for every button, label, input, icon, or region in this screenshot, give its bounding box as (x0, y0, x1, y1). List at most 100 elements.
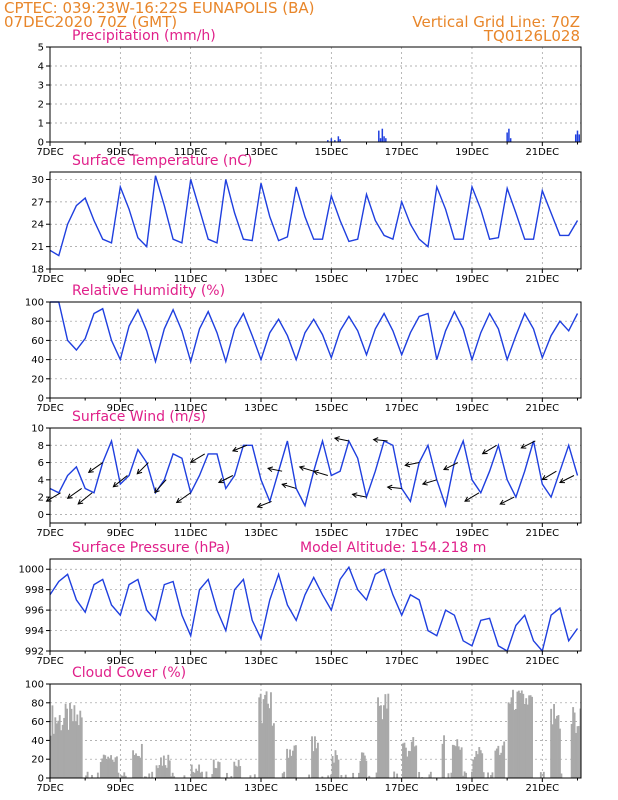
x-tick-label: 21DEC (525, 403, 559, 414)
cloud-bar (336, 755, 338, 778)
cloud-bar (523, 703, 526, 778)
x-tick-label: 17DEC (385, 147, 419, 158)
wind-arrow-head (541, 475, 548, 481)
x-tick-label: 11DEC (174, 147, 208, 158)
cloud-bar (267, 703, 269, 778)
wind-arrow-head (442, 465, 449, 471)
cloud-bar (478, 747, 481, 778)
cloud-bar (60, 730, 63, 778)
cloud-bar (80, 717, 83, 778)
wind-arrow-head (66, 493, 73, 499)
wind-arrow-head (386, 484, 393, 491)
cloud-bar (143, 776, 146, 778)
cloud-bar (490, 775, 492, 778)
cloud-bar (168, 760, 171, 778)
cloud-bar (167, 754, 170, 778)
cloud-bar (352, 772, 355, 778)
y-tick-label: 60 (31, 717, 44, 728)
y-tick-label: 0 (38, 394, 44, 405)
cloud-bar (385, 708, 388, 778)
cloud-bar (70, 708, 73, 778)
cloud-bar (117, 772, 120, 778)
cloud-bar (314, 736, 316, 778)
cloud-bar (368, 775, 371, 778)
cloud-bar (111, 759, 114, 778)
x-tick-label: 19DEC (455, 783, 489, 794)
wind-arrow (499, 496, 515, 505)
cloud-bar (456, 739, 459, 778)
wind-arrow-shaft (559, 475, 575, 483)
wind-arrow-shaft (405, 462, 420, 466)
temperature-series-line (49, 175, 579, 257)
y-tick-label: 2 (38, 493, 44, 504)
pressure-annotation: Model Altitude: 154.218 m (300, 540, 486, 556)
wind-arrow (372, 437, 388, 443)
cloud-bar (193, 772, 196, 778)
wind-arrow-head (136, 468, 143, 475)
y-tick-label: 30 (31, 175, 44, 186)
wind-arrow-shaft (521, 440, 536, 449)
cloud-bar (74, 721, 77, 778)
cloud-bar (472, 759, 475, 778)
x-tick-label: 7DEC (36, 783, 63, 794)
x-tick-label: 17DEC (385, 403, 419, 414)
cloud-bar (160, 757, 162, 778)
cloud-bar (497, 745, 500, 778)
cloud-bar (375, 772, 378, 778)
cloud-bar (413, 746, 416, 778)
cloud-bar (190, 764, 193, 778)
cloud-bar (249, 775, 252, 778)
cloud-bar (522, 693, 525, 778)
cloud-bar (236, 766, 239, 778)
cloud-bar (513, 709, 516, 778)
y-tick-label: 4 (38, 475, 44, 486)
cloud-bar (54, 717, 57, 778)
precipitation-panel: Precipitation (mm/h) 0 1 2 3 4 5 7DEC 9DEC 11DEC 1… (36, 28, 582, 158)
wind-arrow (77, 492, 93, 505)
y-tick-label: 80 (31, 317, 44, 328)
cloud-bar (132, 750, 135, 778)
wind-arrow-shaft (218, 475, 234, 483)
cloud-bar (67, 729, 70, 778)
cloud-bar (378, 705, 381, 778)
cloud-bar (479, 750, 482, 778)
cloud-bar (526, 704, 529, 778)
wind-arrow-head (520, 443, 527, 449)
cloud-bar (138, 756, 140, 778)
cloud-bar (120, 775, 123, 778)
cloud-bar (264, 694, 267, 778)
x-tick-label: 15DEC (314, 147, 348, 158)
cloud-bar (519, 693, 522, 778)
wind-arrow-shaft (46, 492, 61, 502)
x-tick-label: 13DEC (244, 147, 278, 158)
wind-arrow (136, 462, 149, 475)
x-tick-label: 13DEC (244, 403, 278, 414)
wind-arrow-shaft (352, 493, 367, 498)
wind-arrow-head (404, 461, 411, 468)
cloud-bar (358, 772, 360, 778)
cloud-bar (312, 751, 315, 778)
x-tick-label: 9DEC (107, 403, 134, 414)
cloud-bar (99, 762, 102, 778)
cloud-bar (360, 752, 363, 778)
y-tick-label: 0 (38, 138, 44, 149)
wind-arrow-head (112, 481, 119, 488)
cloud-bar (494, 750, 497, 778)
wind-arrow-head (189, 457, 196, 463)
wind-arrow (267, 466, 283, 472)
y-tick-label: 40 (31, 355, 44, 366)
cloud-bar (481, 753, 484, 778)
wind-arrow-head (312, 469, 319, 476)
cloud-bar (265, 691, 268, 778)
cloud-bar (195, 768, 198, 778)
cloud-bar (476, 754, 479, 778)
cloud-bar (292, 750, 294, 778)
y-tick-label: 8 (38, 441, 44, 452)
pressure-frame (49, 558, 582, 652)
x-tick-label: 21DEC (525, 147, 559, 158)
humidity-panel: Relative Humidity (%) 0 20 40 60 80 100 7DEC 9DE… (25, 283, 582, 414)
cloud-bar (139, 757, 142, 778)
y-tick-label: 0 (38, 774, 44, 785)
x-tick-label: 15DEC (314, 274, 348, 285)
wind-arrow-shaft (373, 439, 388, 442)
